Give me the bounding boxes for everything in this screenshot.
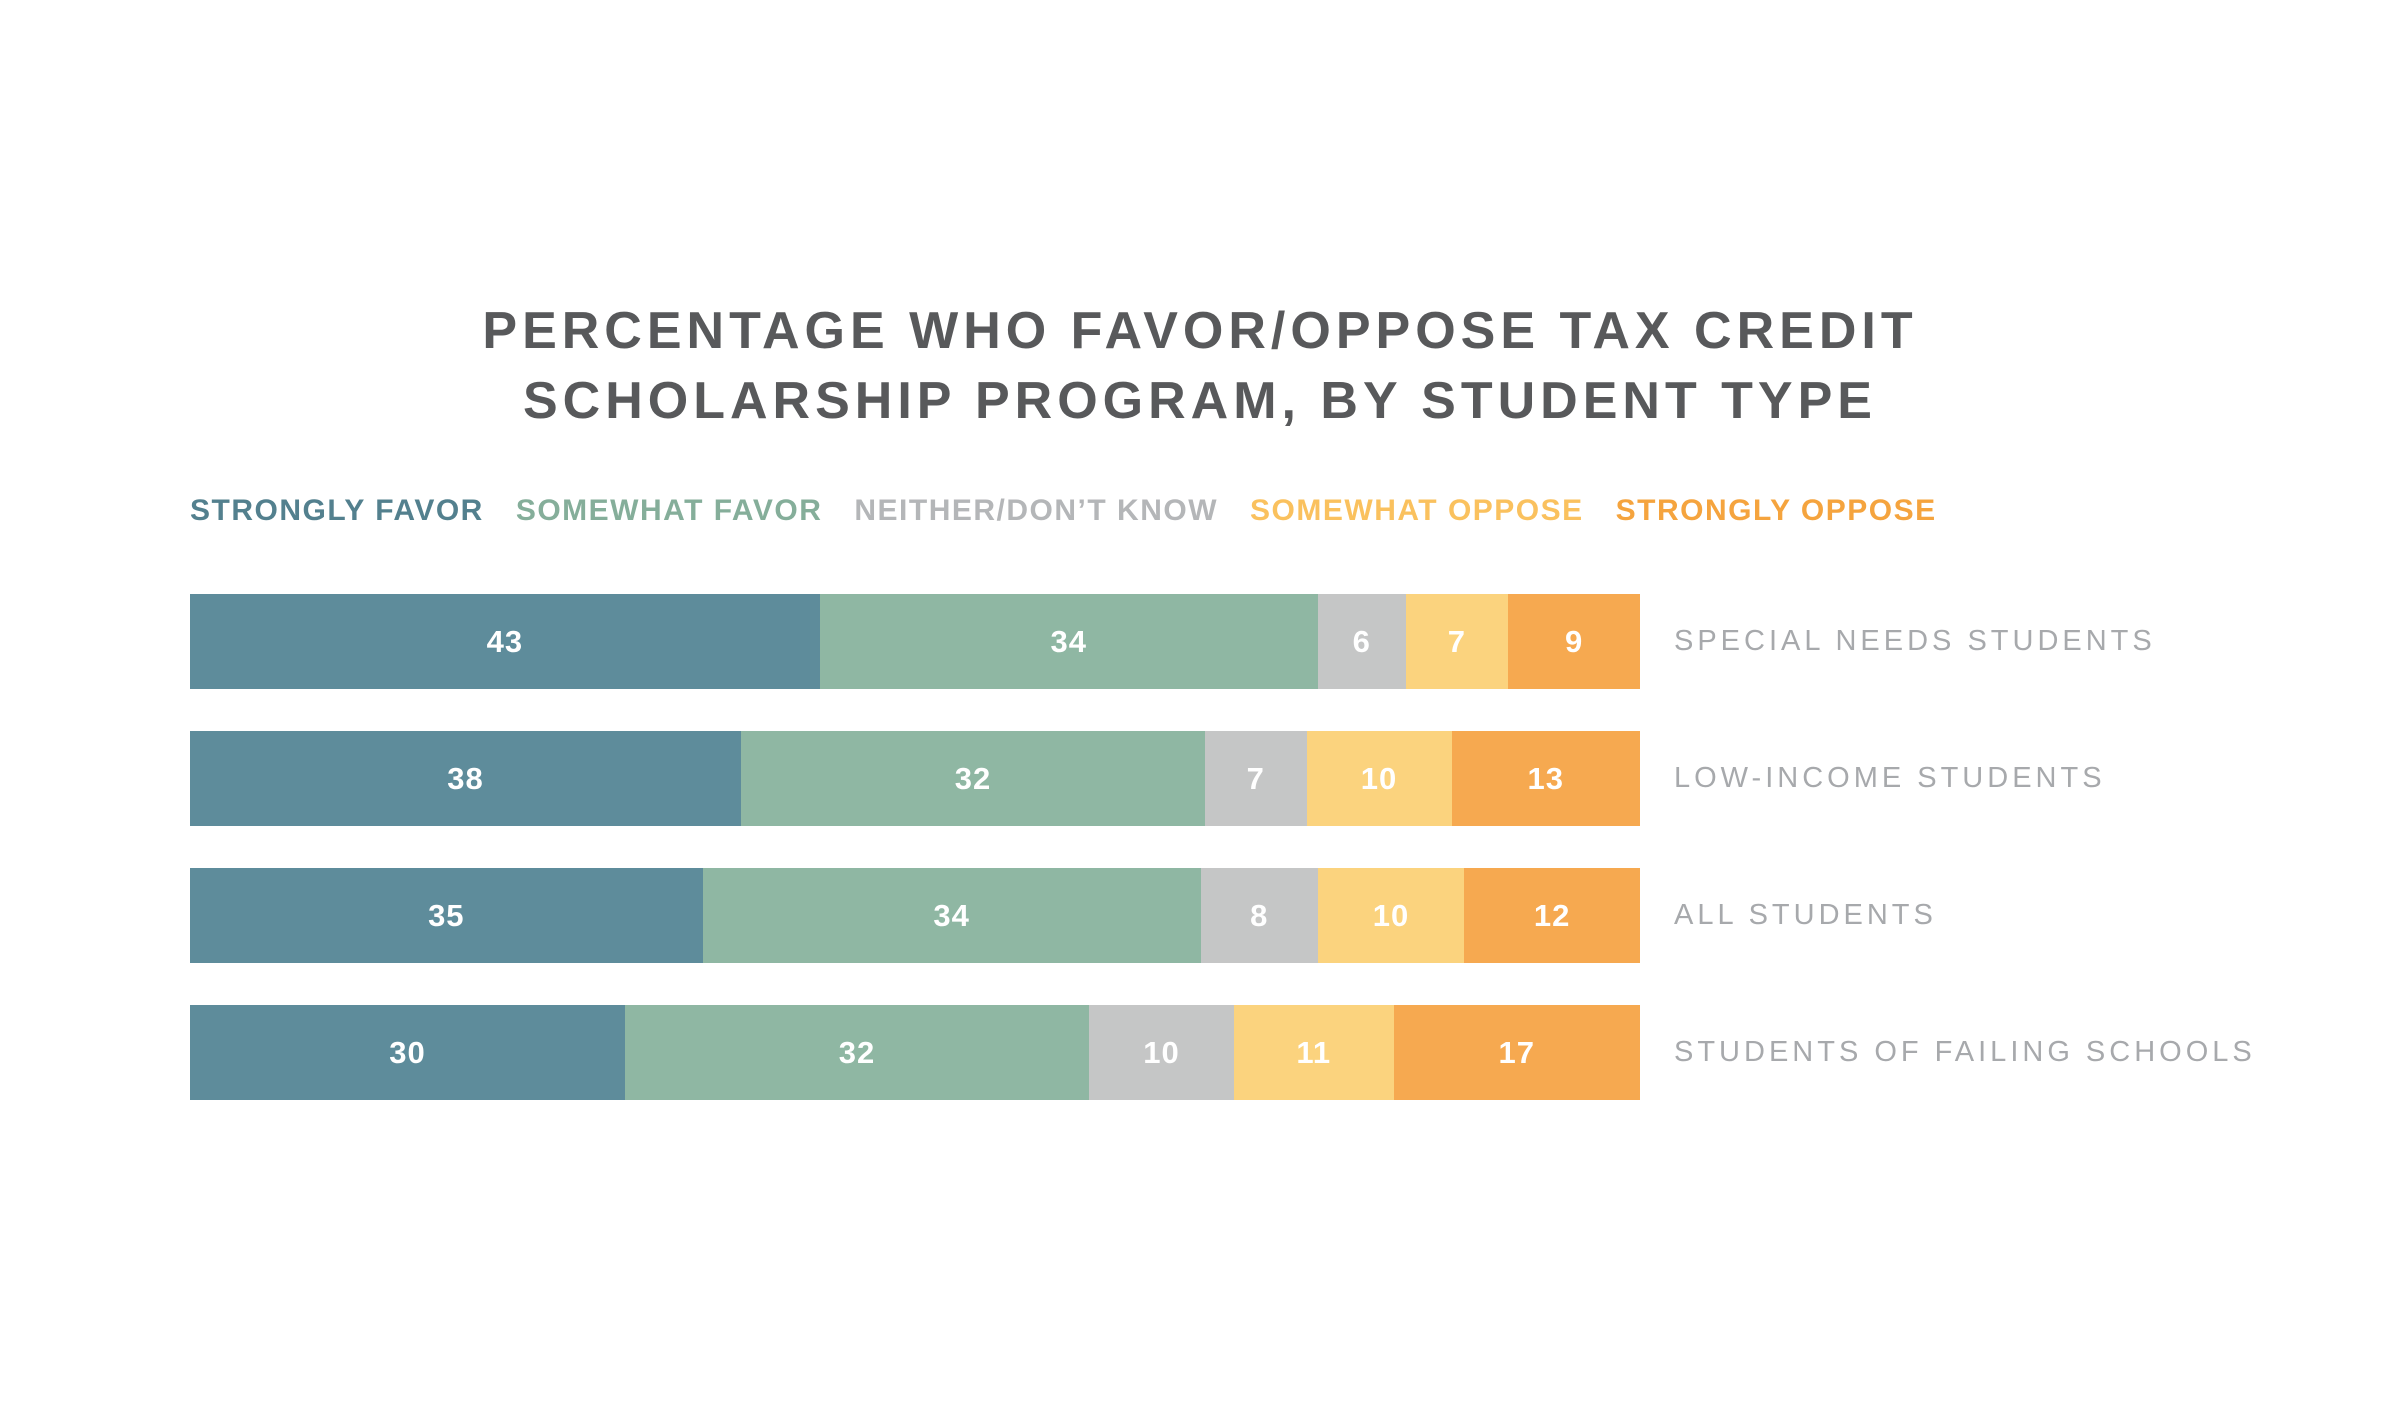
segment-value: 11 (1296, 1034, 1332, 1070)
bar-segment: 30 (190, 1005, 625, 1100)
segment-value: 13 (1527, 760, 1564, 796)
segment-value: 34 (933, 897, 970, 933)
chart-title: PERCENTAGE WHO FAVOR/OPPOSE TAX CREDIT S… (0, 0, 2400, 436)
chart-row: 30 32 10 11 17 STUDENTS OF FAILING SCHOOLS (190, 1005, 2400, 1100)
segment-value: 17 (1498, 1034, 1535, 1070)
stacked-bar: 35 34 8 10 12 (190, 868, 1640, 963)
segment-value: 30 (389, 1034, 426, 1070)
bar-segment: 17 (1393, 1005, 1640, 1100)
stacked-bar: 38 32 7 10 13 (190, 731, 1640, 826)
segment-value: 34 (1050, 623, 1088, 659)
segment-value: 7 (1447, 623, 1467, 659)
chart-title-line1: PERCENTAGE WHO FAVOR/OPPOSE TAX CREDIT (482, 302, 1918, 360)
bar-segment: 10 (1317, 868, 1465, 963)
segment-value: 6 (1352, 623, 1371, 659)
segment-value: 10 (1143, 1034, 1180, 1070)
stacked-bar: 43 34 6 7 9 (190, 594, 1640, 689)
bar-segment: 34 (819, 594, 1318, 689)
bar-segment: 7 (1405, 594, 1509, 689)
legend-item: NEITHER/DON’T KNOW (854, 494, 1219, 527)
stacked-bar: 30 32 10 11 17 (190, 1005, 1640, 1100)
bar-segment: 12 (1464, 868, 1640, 963)
segment-value: 9 (1564, 623, 1584, 659)
bar-segment: 34 (702, 868, 1201, 963)
segment-value: 35 (428, 897, 465, 933)
segment-value: 38 (447, 760, 484, 796)
chart-row: 43 34 6 7 9 SPECIAL NEEDS STUDENTS (190, 594, 2400, 689)
category-label: ALL STUDENTS (1674, 899, 1937, 931)
category-label: STUDENTS OF FAILING SCHOOLS (1674, 1036, 2256, 1068)
segment-value: 12 (1533, 897, 1571, 933)
bar-segment: 32 (741, 731, 1205, 826)
segment-value: 32 (838, 1034, 876, 1070)
bar-segment: 35 (190, 868, 703, 963)
category-label: LOW-INCOME STUDENTS (1674, 762, 2106, 794)
segment-value: 10 (1372, 897, 1410, 933)
bar-segment: 7 (1205, 731, 1307, 826)
bar-segment: 38 (190, 731, 741, 826)
chart-row: 38 32 7 10 13 LOW-INCOME STUDENTS (190, 731, 2400, 826)
category-label: SPECIAL NEEDS STUDENTS (1674, 625, 2156, 657)
bar-segment: 10 (1306, 731, 1452, 826)
chart-rows: 43 34 6 7 9 SPECIAL NEEDS STUDENTS 38 32 7 10 13 LO… (190, 594, 2400, 1100)
bar-segment: 13 (1451, 731, 1640, 826)
bar-segment: 9 (1508, 594, 1640, 689)
chart-legend: STRONGLY FAVOR SOMEWHAT FAVOR NEITHER/DON’… (190, 494, 2400, 528)
legend-item: SOMEWHAT OPPOSE (1250, 494, 1584, 527)
bar-segment: 32 (625, 1005, 1089, 1100)
segment-value: 10 (1360, 760, 1398, 796)
bar-segment: 43 (190, 594, 820, 689)
chart-row: 35 34 8 10 12 ALL STUDENTS (190, 868, 2400, 963)
bar-segment: 10 (1089, 1005, 1234, 1100)
chart-title-line2: SCHOLARSHIP PROGRAM, BY STUDENT TYPE (523, 372, 1877, 430)
segment-value: 7 (1246, 760, 1265, 796)
bar-segment: 8 (1200, 868, 1318, 963)
segment-value: 8 (1250, 897, 1269, 933)
legend-item: STRONGLY FAVOR (190, 494, 484, 527)
segment-value: 32 (954, 760, 992, 796)
bar-segment: 11 (1234, 1005, 1394, 1100)
segment-value: 43 (486, 623, 524, 659)
bar-segment: 6 (1317, 594, 1406, 689)
legend-item: SOMEWHAT FAVOR (515, 494, 823, 527)
legend-item: STRONGLY OPPOSE (1615, 494, 1937, 527)
